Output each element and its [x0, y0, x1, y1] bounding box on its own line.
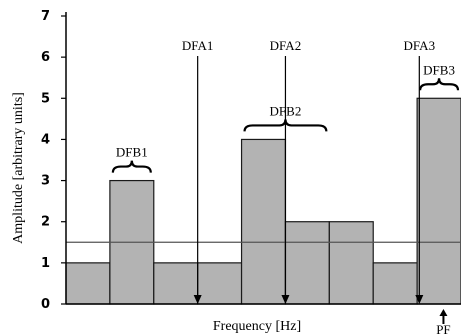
band-brace [111, 160, 152, 173]
y-tick-label: 3 [41, 174, 50, 189]
arrow-head [415, 295, 424, 304]
y-tick-label: 0 [41, 297, 50, 312]
y-tick-label: 7 [41, 9, 50, 24]
band-label: DFB2 [270, 103, 302, 118]
x-axis-label: Frequency [Hz] [213, 319, 301, 334]
arrow-label: DFA2 [270, 38, 302, 53]
band-brace [243, 119, 328, 132]
band-label: DFB1 [116, 145, 148, 160]
bar [197, 262, 243, 305]
pf-arrow-head [439, 309, 448, 316]
y-tick-label: 2 [41, 215, 50, 230]
bar [284, 221, 330, 305]
bar [240, 138, 287, 305]
y-axis-label: Amplitude [arbitrary units] [11, 92, 26, 244]
arrow-label: DFA1 [182, 38, 214, 53]
arrow-head [281, 295, 290, 304]
bar [372, 262, 418, 305]
band-brace [419, 78, 460, 91]
arrows-group: DFA1 DFA2 DFA3 [182, 38, 435, 304]
bars-group [65, 97, 461, 305]
bar [65, 262, 111, 305]
arrow-label: DFA3 [404, 38, 436, 53]
y-tick-label: 6 [41, 50, 50, 65]
y-tick-label: 4 [41, 132, 50, 147]
bar [416, 97, 461, 305]
y-axis-group: 0 1 2 3 4 5 6 7 [41, 9, 67, 312]
bar [328, 221, 374, 305]
pf-label: PF [436, 322, 450, 335]
y-tick-label: 1 [41, 256, 50, 271]
band-label: DFB3 [423, 62, 455, 77]
bar [153, 262, 199, 305]
y-tick-label: 5 [41, 91, 50, 106]
braces-group: DFB1 DFB2 DFB3 [111, 62, 460, 173]
pf-marker-group: PF [436, 309, 451, 335]
arrow-head [193, 295, 202, 304]
